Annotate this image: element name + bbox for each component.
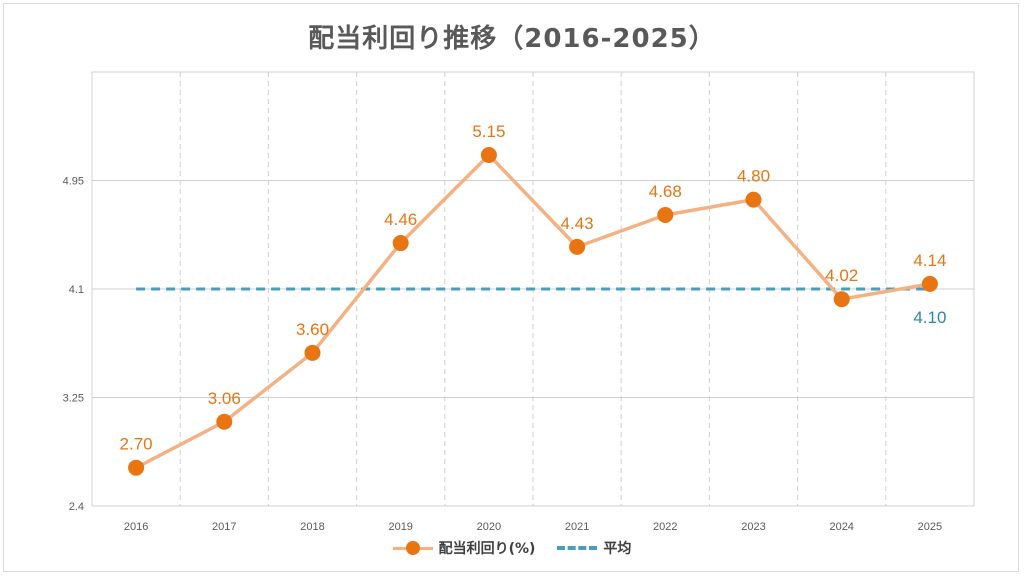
x-tick-label: 2025 [918,521,942,533]
legend-line-marker-icon [392,541,433,555]
data-label: 4.43 [561,214,594,233]
data-point-marker [128,459,145,476]
y-tick-label: 4.95 [63,176,84,188]
data-point-marker [657,206,674,223]
x-tick-label: 2023 [741,521,765,533]
data-point-marker [480,146,497,163]
x-tick-label: 2024 [829,521,853,533]
data-point-marker [921,275,938,292]
y-tick-label: 4.1 [69,284,84,296]
data-label: 4.14 [913,251,946,270]
data-point-marker [569,238,586,255]
y-tick-label: 2.4 [69,501,84,513]
data-label: 4.80 [737,167,770,186]
x-tick-label: 2021 [565,521,589,533]
data-point-marker [304,344,321,361]
data-label: 3.06 [208,389,241,408]
data-label: 4.68 [649,182,682,201]
x-tick-label: 2016 [124,521,148,533]
chart-title: 配当利回り推移（2016-2025） [308,24,716,54]
data-point-marker [216,413,233,430]
data-label: 2.70 [120,435,153,454]
x-tick-label: 2020 [477,521,501,533]
legend-label-yield: 配当利回り(%) [438,541,536,557]
legend-dashed-line-icon [557,541,598,555]
x-tick-label: 2017 [212,521,236,533]
data-label: 4.46 [384,210,417,229]
y-tick-label: 3.25 [63,393,84,405]
data-point-marker [745,191,762,208]
yield-series-line [135,153,931,470]
average-value-label: 4.10 [913,308,946,327]
x-tick-label: 2018 [300,521,324,533]
legend: 配当利回り(%) 平均 [0,538,1024,558]
data-label: 5.15 [472,122,505,141]
data-point-marker [392,235,409,252]
legend-item-yield[interactable]: 配当利回り(%) [392,538,536,558]
data-label: 3.60 [296,320,329,339]
legend-label-average: 平均 [603,541,632,557]
data-label: 4.02 [825,266,858,285]
data-point-marker [833,291,850,308]
legend-item-average[interactable]: 平均 [557,538,631,558]
x-tick-label: 2022 [653,521,677,533]
x-tick-label: 2019 [388,521,412,533]
